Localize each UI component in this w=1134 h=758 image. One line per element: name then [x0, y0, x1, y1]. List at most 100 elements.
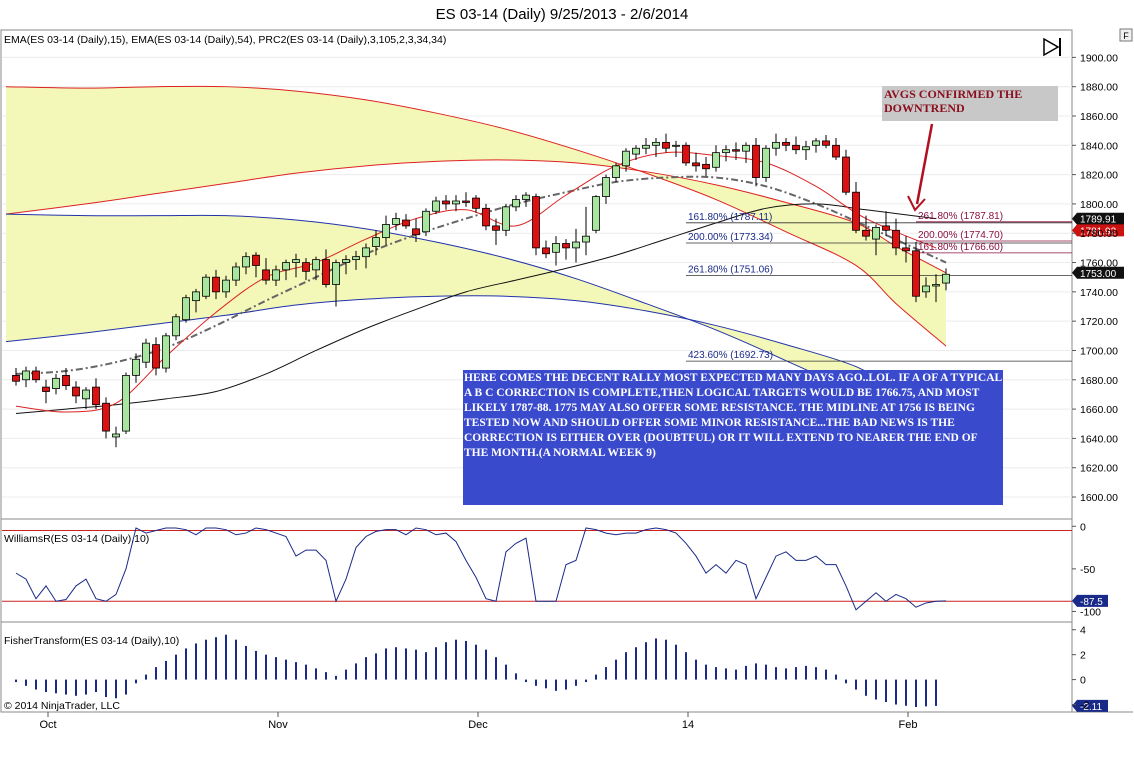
candle-body-up	[812, 140, 820, 146]
candle	[242, 252, 250, 275]
candle-body-up	[522, 194, 530, 200]
candle	[552, 236, 560, 266]
x-tick-label: 14	[682, 719, 694, 731]
fisher-tag-label: -2.11	[1080, 702, 1102, 713]
candle	[942, 268, 950, 291]
candle-body-up	[672, 144, 680, 147]
candle-body-up	[232, 266, 240, 281]
candle-body-up	[272, 269, 280, 281]
price-tag-bg	[1072, 212, 1124, 225]
price-tag-bg	[1072, 224, 1124, 237]
candle-body-down	[412, 228, 420, 236]
candle	[882, 211, 890, 237]
candle-body-up	[112, 433, 120, 438]
candle-body-up	[712, 152, 720, 168]
candle	[602, 174, 610, 204]
candle-body-up	[622, 150, 630, 167]
candle	[722, 145, 730, 162]
ema54-line	[15, 203, 937, 414]
candle	[792, 136, 800, 155]
note-text-holder: AVGS CONFIRMED THE DOWNTREND	[884, 87, 1023, 115]
fib-label: 200.00% (1773.34)	[688, 232, 773, 243]
candle-body-up	[502, 206, 510, 231]
candle	[82, 387, 90, 410]
candle	[732, 142, 740, 160]
price-tag-label: 1789.91	[1080, 215, 1117, 226]
candle	[542, 240, 550, 259]
candle-body-down	[212, 276, 220, 293]
candle-body-down	[892, 229, 900, 249]
candle-body-up	[22, 370, 30, 381]
candle-body-up	[652, 141, 660, 146]
candle	[212, 269, 220, 300]
axes: 1600.00 1620.00 1640.00 1660.00 1680.00 1700.…	[39, 52, 1118, 731]
candle-body-down	[882, 225, 890, 231]
candle-body-up	[642, 144, 650, 149]
candle	[592, 195, 600, 234]
candle-body-up	[342, 259, 350, 263]
candle	[132, 353, 140, 383]
candle-body-down	[682, 144, 690, 164]
candle-body-down	[692, 162, 700, 167]
candle	[622, 148, 630, 172]
f-button[interactable]: F	[1119, 28, 1133, 42]
candle-body-up	[422, 210, 430, 233]
candle-body-down	[902, 247, 910, 252]
candle	[752, 137, 760, 187]
x-tick-label: Nov	[268, 719, 288, 731]
price-tag-label: 1753.00	[1080, 269, 1117, 280]
candle	[432, 196, 440, 215]
price-y-label: 1880.00	[1080, 82, 1118, 94]
candle	[72, 381, 80, 404]
skip-to-end-icon[interactable]	[1043, 37, 1061, 57]
price-y-label: 1800.00	[1080, 199, 1118, 211]
candle-body-up	[192, 291, 200, 302]
annotation-text: HERE COMES THE DECENT RALLY MOST EXPECTE…	[464, 372, 1002, 459]
candle-body-down	[402, 219, 410, 227]
candle-body-up	[592, 196, 600, 231]
price-y-label: 1760.00	[1080, 258, 1118, 270]
candle	[582, 206, 590, 256]
price-tag: 1781.92	[1072, 224, 1124, 237]
candle-body-down	[252, 254, 260, 266]
candle-body-down	[842, 156, 850, 193]
candle	[232, 262, 240, 286]
candle	[152, 337, 160, 376]
candle	[672, 140, 680, 158]
price-y-label: 1740.00	[1080, 287, 1118, 299]
price-y-label: 1900.00	[1080, 52, 1118, 64]
candle	[572, 228, 580, 263]
candle-body-up	[242, 256, 250, 268]
x-tick-label: Feb	[899, 719, 918, 731]
x-tick-label: Dec	[468, 719, 488, 731]
candle	[22, 366, 30, 388]
candle-body-down	[562, 243, 570, 249]
candle	[302, 258, 310, 281]
candle	[802, 140, 810, 160]
candle-body-up	[222, 279, 230, 293]
candle-body-up	[362, 247, 370, 258]
fisher-indicator-label: FisherTransform(ES 03-14 (Daily),10)	[4, 635, 179, 647]
fib-label-right: 261.80% (1787.81)	[918, 211, 1003, 222]
candle	[692, 152, 700, 172]
candle-body-up	[802, 146, 810, 151]
candle-body-up	[602, 177, 610, 197]
candle-body-down	[662, 141, 670, 149]
note-text: AVGS CONFIRMED THE DOWNTREND	[884, 87, 1023, 115]
candle	[862, 215, 870, 241]
candle	[482, 203, 490, 231]
candle-body-down	[782, 141, 790, 146]
candle	[382, 215, 390, 245]
upper-envelope-band	[6, 86, 946, 347]
candle-body-up	[872, 226, 880, 240]
candle-body-up	[312, 259, 320, 271]
candle-body-down	[42, 386, 50, 392]
candle	[112, 426, 120, 448]
candle	[932, 274, 940, 303]
candle-body-up	[572, 241, 580, 249]
candle	[762, 145, 770, 182]
price-y-label: 1660.00	[1080, 404, 1118, 416]
candle	[352, 250, 360, 270]
candle	[902, 236, 910, 263]
williams-value-tag: -87.5	[1072, 594, 1108, 608]
